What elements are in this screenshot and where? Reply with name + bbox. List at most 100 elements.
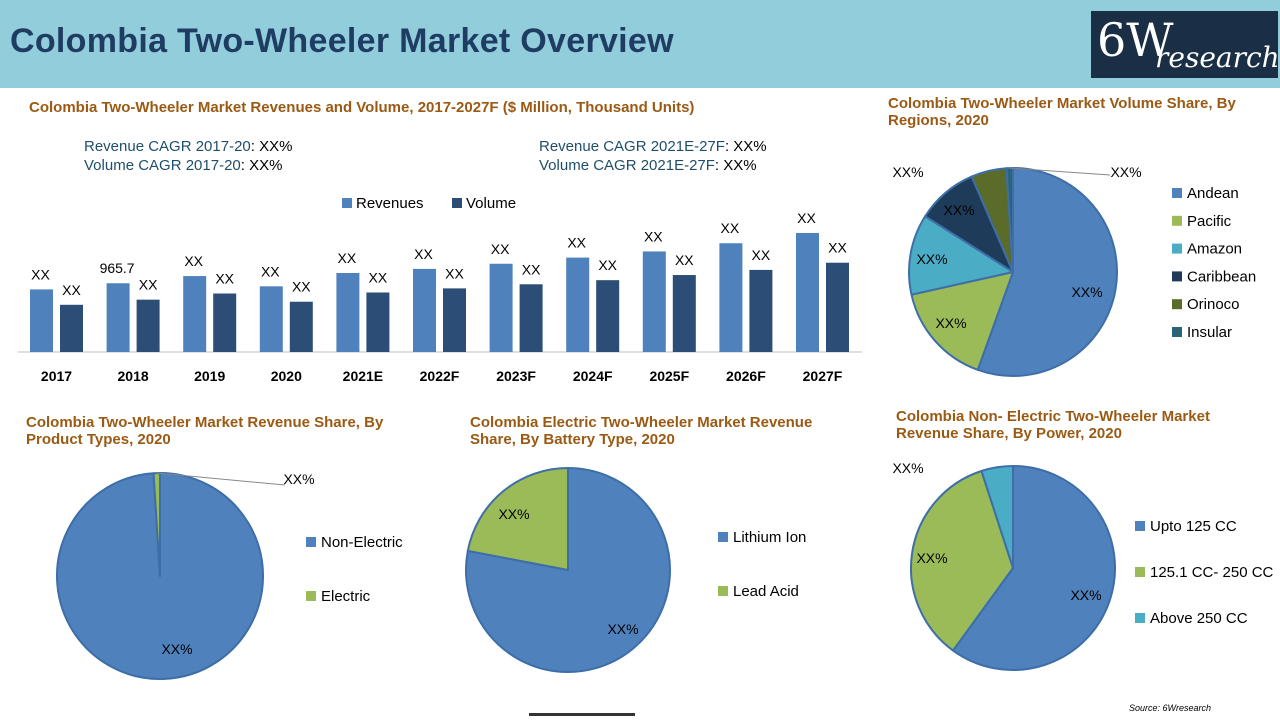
legend-swatch-non-electric <box>306 537 316 547</box>
cagr-volume-2021-27: Volume CAGR 2021E-27F: XX% <box>539 157 757 174</box>
bar-revenues-2024f <box>566 257 590 352</box>
x-tick-2023f: 2023F <box>496 368 536 384</box>
bar-label-revenues-2023f: XX <box>491 241 510 257</box>
power-pie-chart: XX% XX% XX% Upto 125 CC 125.1 CC- 250 CC Abov… <box>892 460 1274 671</box>
bar-label-volume-2019: XX <box>215 271 234 287</box>
battery-chart-title: Colombia Electric Two-Wheeler Market Rev… <box>470 414 813 448</box>
bar-revenues-2022f <box>413 268 436 352</box>
x-tick-2026f: 2026F <box>726 368 766 384</box>
bar-label-volume-2021e: XX <box>369 269 388 285</box>
bar-label-revenues-2026f: XX <box>721 220 740 236</box>
x-tick-2017: 2017 <box>41 368 72 384</box>
cagr-revenue-2021-27: Revenue CAGR 2021E-27F: XX% <box>539 138 767 155</box>
x-tick-2019: 2019 <box>194 368 225 384</box>
legend-label-insular: Insular <box>1187 324 1232 341</box>
regions-chart-title: Colombia Two-Wheeler Market Volume Share… <box>888 95 1236 129</box>
bar-revenues-2019 <box>183 276 207 352</box>
x-tick-2027f: 2027F <box>803 368 843 384</box>
logo-text-6w: 6W <box>1097 13 1174 67</box>
legend-label-volume: Volume <box>466 195 516 212</box>
bar-label-volume-2017: XX <box>62 282 81 298</box>
legend-swatch-insular <box>1172 327 1182 337</box>
bar-label-volume-2027f: XX <box>828 240 847 256</box>
cagr-right: Revenue CAGR 2021E-27F: XX% Volume CAGR … <box>539 137 767 175</box>
bar-revenues-2025f <box>642 251 666 352</box>
slice-label-insular: XX% <box>1110 164 1141 180</box>
bar-label-volume-2024f: XX <box>598 257 617 273</box>
slice-label-amazon: XX% <box>916 251 947 267</box>
slice-125-1-cc-250-cc <box>910 469 1014 652</box>
cagr-volume-2017-20: Volume CAGR 2017-20: XX% <box>84 157 283 174</box>
legend-swatch-electric <box>306 591 316 601</box>
source-note: Source: 6Wresearch <box>1129 703 1212 713</box>
legend-swatch-pacific <box>1172 215 1182 226</box>
legend-swatch-revenues <box>342 198 352 208</box>
bar-label-revenues-2022f: XX <box>414 246 433 262</box>
slice-lead-acid <box>466 467 569 571</box>
bar-label-revenues-2024f: XX <box>567 235 586 251</box>
bar-label-revenues-2018: 965.7 <box>100 260 135 276</box>
x-tick-2020: 2020 <box>271 368 302 384</box>
x-tick-2025f: 2025F <box>649 368 689 384</box>
company-logo: 6W research <box>1091 11 1278 78</box>
x-tick-2018: 2018 <box>118 368 149 384</box>
slice-label-orinoco: XX% <box>892 164 923 180</box>
bar-label-volume-2018: XX <box>139 277 158 293</box>
slice-label-pacific: XX% <box>935 315 966 331</box>
legend-label-125-1-cc-250-cc: 125.1 CC- 250 CC <box>1150 564 1274 581</box>
slice-label-lead-acid: XX% <box>498 506 529 522</box>
bar-revenues-2018 <box>106 283 130 352</box>
bar-volume-2020 <box>289 301 313 352</box>
legend-label-lithium-ion: Lithium Ion <box>733 529 806 546</box>
bar-volume-2018 <box>136 299 160 352</box>
product-types-pie-chart: XX% XX% Non-Electric Electric <box>56 471 403 680</box>
product-types-chart-title: Colombia Two-Wheeler Market Revenue Shar… <box>26 414 384 448</box>
bar-label-volume-2023f: XX <box>522 261 541 277</box>
bar-volume-2027f <box>826 262 849 352</box>
legend-label-pacific: Pacific <box>1187 213 1232 230</box>
battery-type-pie-chart: XX% XX% Lithium Ion Lead Acid <box>465 467 806 673</box>
bar-volume-2022f <box>443 288 466 352</box>
legend-swatch-caribbean <box>1172 271 1182 282</box>
bar-label-revenues-2025f: XX <box>644 228 663 244</box>
slice-pacific <box>910 271 1014 371</box>
legend-label-above-250-cc: Above 250 CC <box>1150 610 1248 627</box>
legend-label-upto-125-cc: Upto 125 CC <box>1150 518 1237 535</box>
bar-volume-2017 <box>60 304 83 352</box>
slice-label-above-250-cc: XX% <box>892 460 923 476</box>
legend-swatch-above-250-cc <box>1135 613 1145 623</box>
legend-swatch-volume <box>452 198 462 208</box>
bar-volume-2023f <box>519 284 543 352</box>
bar-revenues-2026f <box>719 243 743 352</box>
x-tick-2024f: 2024F <box>573 368 613 384</box>
x-tick-2021e: 2021E <box>343 368 383 384</box>
slice-label-non-electric: XX% <box>161 641 192 657</box>
legend-label-revenues: Revenues <box>356 195 424 212</box>
x-tick-2022f: 2022F <box>420 368 460 384</box>
slice-label-caribbean: XX% <box>943 202 974 218</box>
slice-label-125-1-cc-250-cc: XX% <box>916 550 947 566</box>
bar-label-volume-2020: XX <box>292 279 311 295</box>
legend-swatch-upto-125-cc <box>1135 521 1145 531</box>
legend-label-electric: Electric <box>321 588 371 605</box>
cagr-revenue-2017-20: Revenue CAGR 2017-20: XX% <box>84 138 293 155</box>
header-banner: Colombia Two-Wheeler Market Overview 6W … <box>0 0 1280 88</box>
bar-label-volume-2025f: XX <box>675 252 694 268</box>
slide-indicator <box>529 713 635 716</box>
slice-label-andean: XX% <box>1071 284 1102 300</box>
bar-label-volume-2022f: XX <box>445 265 464 281</box>
legend-swatch-125-1-cc-250-cc <box>1135 567 1145 577</box>
bar-revenues-2023f <box>489 263 513 352</box>
legend-swatch-lithium-ion <box>718 532 728 542</box>
legend-label-caribbean: Caribbean <box>1187 268 1256 285</box>
legend-label-andean: Andean <box>1187 185 1239 202</box>
legend-label-non-electric: Non-Electric <box>321 534 403 551</box>
logo-text-research: research <box>1155 41 1278 74</box>
bar-volume-2021e <box>366 292 390 352</box>
leader-electric <box>156 472 286 486</box>
legend-label-amazon: Amazon <box>1187 241 1242 258</box>
legend-swatch-andean <box>1172 188 1182 198</box>
bar-label-revenues-2027f: XX <box>797 210 816 226</box>
cagr-left: Revenue CAGR 2017-20: XX% Volume CAGR 20… <box>84 137 292 175</box>
slice-amazon <box>908 215 1014 296</box>
